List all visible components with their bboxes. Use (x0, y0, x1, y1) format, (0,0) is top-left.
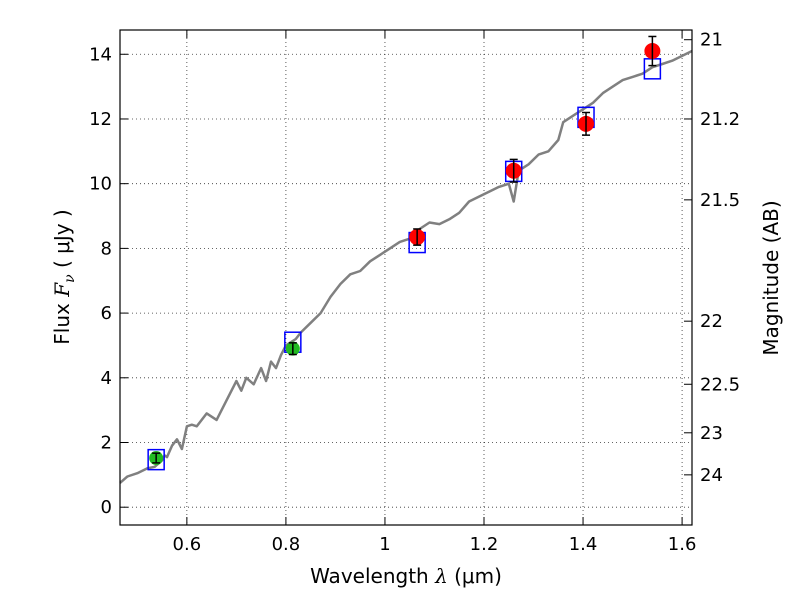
spectrum-layer (119, 49, 693, 484)
y2-tick-label: 21.5 (700, 190, 740, 211)
model-spectrum-line (119, 49, 693, 484)
y2-axis-label: Magnitude (AB) (759, 200, 783, 355)
y2-tick-label: 24 (700, 465, 723, 486)
y-tick-label: 6 (101, 303, 112, 324)
y2-tick-label: 22 (700, 311, 723, 332)
y-tick-label: 12 (89, 109, 112, 130)
y-tick-label: 2 (101, 433, 112, 454)
y-tick-label: 4 (101, 368, 112, 389)
x-tick-label: 0.6 (173, 534, 202, 555)
plot-frame (119, 29, 693, 526)
y-tick-label: 10 (89, 174, 112, 195)
grid (120, 30, 692, 525)
x-tick-label: 1.4 (569, 534, 598, 555)
x-tick-label: 1.6 (668, 534, 697, 555)
ticks: 0.6 0.8 1 1.2 1.4 1.6024681012142121.221.5222… (89, 30, 740, 555)
model-band-box (147, 448, 165, 471)
y-tick-label: 14 (89, 44, 112, 65)
x-axis-label: Wavelength λ (μm) (310, 564, 502, 588)
y2-tick-label: 23 (700, 423, 723, 444)
y2-tick-label: 22.5 (700, 374, 740, 395)
y2-tick-label: 21 (700, 30, 723, 51)
y-tick-label: 8 (101, 238, 112, 259)
x-tick-label: 1.2 (470, 534, 499, 555)
observed-points (149, 35, 661, 466)
y-axis-label: Flux Fν ( μJy ) (50, 209, 78, 344)
x-tick-label: 0.8 (272, 534, 301, 555)
y2-tick-label: 21.2 (700, 109, 740, 130)
y-tick-label: 0 (101, 497, 112, 518)
x-tick-label: 1 (379, 534, 390, 555)
